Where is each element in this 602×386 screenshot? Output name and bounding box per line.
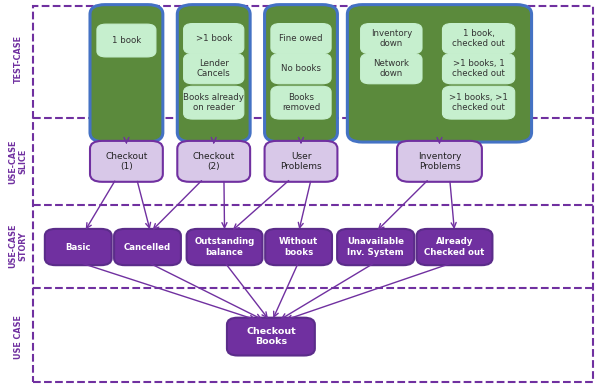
- Text: >1 books, >1
checked out: >1 books, >1 checked out: [449, 93, 508, 112]
- Text: 1 book,
checked out: 1 book, checked out: [452, 29, 505, 48]
- FancyBboxPatch shape: [177, 141, 250, 182]
- Text: Outstanding
balance: Outstanding balance: [194, 237, 255, 257]
- Text: Fine owed: Fine owed: [279, 34, 323, 43]
- Text: Network
down: Network down: [373, 59, 409, 78]
- FancyBboxPatch shape: [442, 54, 515, 84]
- Text: >1 books, 1
checked out: >1 books, 1 checked out: [452, 59, 505, 78]
- Text: User
Problems: User Problems: [280, 152, 322, 171]
- FancyBboxPatch shape: [97, 24, 156, 57]
- FancyBboxPatch shape: [227, 318, 315, 356]
- Text: USE-CASE
STORY: USE-CASE STORY: [8, 224, 28, 268]
- FancyBboxPatch shape: [271, 86, 331, 119]
- FancyBboxPatch shape: [265, 5, 337, 142]
- FancyBboxPatch shape: [90, 5, 163, 142]
- FancyBboxPatch shape: [442, 24, 515, 54]
- Text: Unavailable
Inv. System: Unavailable Inv. System: [347, 237, 404, 257]
- Text: USE CASE: USE CASE: [14, 315, 22, 359]
- FancyBboxPatch shape: [397, 141, 482, 182]
- FancyBboxPatch shape: [265, 141, 337, 182]
- FancyBboxPatch shape: [45, 229, 112, 265]
- FancyBboxPatch shape: [184, 24, 244, 54]
- Text: Checkout
(2): Checkout (2): [193, 152, 235, 171]
- FancyBboxPatch shape: [114, 229, 181, 265]
- FancyBboxPatch shape: [271, 54, 331, 84]
- FancyBboxPatch shape: [347, 5, 532, 142]
- FancyBboxPatch shape: [184, 86, 244, 119]
- FancyBboxPatch shape: [271, 24, 331, 54]
- Text: Basic: Basic: [66, 242, 91, 252]
- FancyBboxPatch shape: [265, 229, 332, 265]
- Text: Checkout
Books: Checkout Books: [246, 327, 296, 346]
- Text: Already
Checked out: Already Checked out: [424, 237, 485, 257]
- FancyBboxPatch shape: [442, 86, 515, 119]
- Text: Cancelled: Cancelled: [124, 242, 171, 252]
- FancyBboxPatch shape: [417, 229, 492, 265]
- Text: USE-CASE
SLICE: USE-CASE SLICE: [8, 139, 28, 183]
- Text: No books: No books: [281, 64, 321, 73]
- FancyBboxPatch shape: [361, 54, 422, 84]
- FancyBboxPatch shape: [90, 141, 163, 182]
- Text: TEST-CASE: TEST-CASE: [14, 35, 22, 83]
- Text: 1 book: 1 book: [112, 36, 141, 45]
- Text: Without
books: Without books: [279, 237, 318, 257]
- Text: Inventory
down: Inventory down: [371, 29, 412, 48]
- Text: >1 book: >1 book: [196, 34, 232, 43]
- Text: Books already
on reader: Books already on reader: [183, 93, 244, 112]
- FancyBboxPatch shape: [361, 24, 422, 54]
- FancyBboxPatch shape: [184, 54, 244, 84]
- FancyBboxPatch shape: [177, 5, 250, 142]
- Text: Books
removed: Books removed: [282, 93, 320, 112]
- Text: Lender
Cancels: Lender Cancels: [197, 59, 231, 78]
- FancyBboxPatch shape: [187, 229, 262, 265]
- Text: Inventory
Problems: Inventory Problems: [418, 152, 461, 171]
- FancyBboxPatch shape: [337, 229, 414, 265]
- Text: Checkout
(1): Checkout (1): [105, 152, 147, 171]
